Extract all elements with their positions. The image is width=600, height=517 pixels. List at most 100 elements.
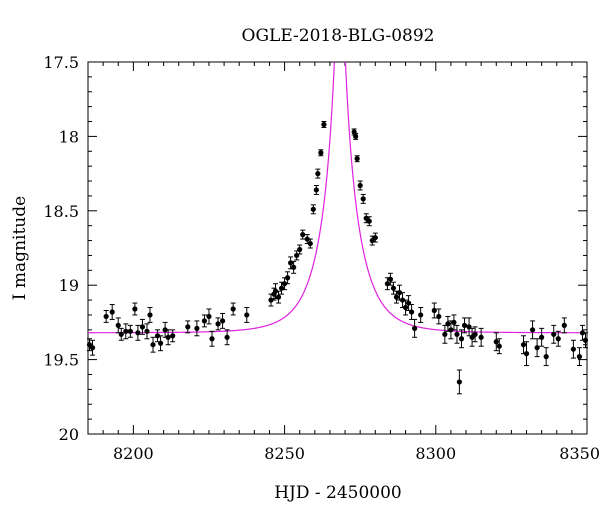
data-point: [529, 327, 536, 333]
data-point: [399, 297, 406, 303]
data-point: [321, 121, 327, 128]
data-point: [144, 328, 150, 334]
data-point: [390, 285, 397, 291]
data-point: [551, 331, 557, 337]
data-point: [555, 336, 561, 342]
plot-area: 8200 8250 8300 8350 17.5 18 18.5 19 19.5 20: [43, 53, 600, 463]
x-tick-label: 8350: [559, 444, 600, 463]
data-point: [393, 294, 400, 300]
data-point: [366, 218, 372, 224]
data-point: [520, 342, 527, 348]
data-point: [109, 309, 115, 315]
data-point: [576, 354, 583, 360]
data-point: [132, 306, 138, 312]
y-tick-label: 18: [59, 127, 79, 146]
data-point: [194, 325, 200, 331]
data-point: [408, 309, 415, 315]
chart-title: OGLE-2018-BLG-0892: [242, 26, 435, 46]
data-point: [402, 304, 409, 311]
data-point: [357, 182, 363, 189]
data-point: [493, 339, 499, 345]
data-point: [118, 331, 124, 337]
data-point: [582, 337, 589, 343]
data-point: [307, 240, 313, 247]
data-point: [570, 346, 576, 352]
data-point: [472, 331, 478, 337]
y-tick-label: 20: [59, 425, 79, 444]
data-point: [454, 331, 460, 337]
data-point: [436, 313, 442, 320]
data-point: [534, 345, 540, 351]
data-point: [224, 334, 230, 340]
data-point: [219, 318, 226, 324]
x-tick-label: 8200: [113, 444, 154, 463]
data-point: [310, 206, 316, 212]
data-point: [157, 340, 164, 346]
data-point: [360, 196, 366, 202]
data-point: [209, 336, 215, 342]
data-point: [313, 187, 319, 193]
data-point: [285, 275, 291, 281]
data-point: [318, 150, 324, 156]
data-point: [103, 313, 109, 320]
data-point: [297, 246, 303, 253]
data-point: [300, 232, 306, 238]
data-point: [418, 312, 424, 318]
model-curve: [88, 62, 587, 334]
data-point: [412, 325, 418, 331]
data-point: [458, 336, 465, 342]
data-point: [561, 322, 567, 328]
data-point: [206, 313, 212, 320]
data-point: [451, 319, 457, 325]
data-point: [579, 330, 586, 336]
data-point: [448, 327, 454, 333]
data-point: [461, 322, 468, 328]
data-point: [445, 321, 451, 327]
data-point: [272, 288, 279, 294]
data-point: [539, 334, 545, 340]
data-point: [478, 334, 484, 340]
data-point: [304, 236, 310, 242]
data-point: [315, 171, 321, 177]
data-point: [170, 333, 176, 339]
y-tick-label: 18.5: [43, 202, 79, 221]
data-point: [244, 312, 250, 318]
data-point: [268, 297, 274, 303]
data-point: [185, 324, 191, 330]
data-point: [123, 328, 129, 334]
data-point: [127, 328, 133, 334]
x-tick-label: 8250: [264, 444, 305, 463]
data-point: [135, 330, 141, 336]
data-point: [150, 342, 156, 348]
data-point: [523, 351, 530, 357]
x-axis-label: HJD - 2450000: [274, 483, 402, 503]
data-point: [89, 345, 96, 351]
data-point: [496, 343, 502, 349]
data-point: [354, 156, 360, 162]
data-point: [275, 294, 282, 300]
data-point: [165, 334, 171, 340]
data-point: [456, 379, 462, 385]
data-point: [115, 322, 121, 328]
data-point: [230, 306, 236, 312]
x-tick-label: 8300: [415, 444, 456, 463]
data-point: [215, 321, 221, 327]
data-point: [162, 327, 168, 333]
data-point: [154, 333, 161, 339]
plot-frame: [87, 61, 588, 435]
data-point: [372, 234, 378, 241]
data-point: [291, 264, 297, 270]
data-point: [147, 312, 153, 318]
y-tick-label: 19.5: [43, 351, 79, 370]
data-point: [431, 307, 437, 314]
data-point: [139, 324, 146, 330]
y-tick-label: 19: [59, 276, 79, 295]
data-point: [543, 354, 549, 360]
data-point: [387, 276, 394, 282]
data-point: [281, 281, 288, 287]
data-point: [201, 318, 208, 324]
data-point: [442, 331, 448, 337]
y-axis-label: I magnitude: [10, 196, 30, 300]
data-point: [396, 290, 403, 296]
